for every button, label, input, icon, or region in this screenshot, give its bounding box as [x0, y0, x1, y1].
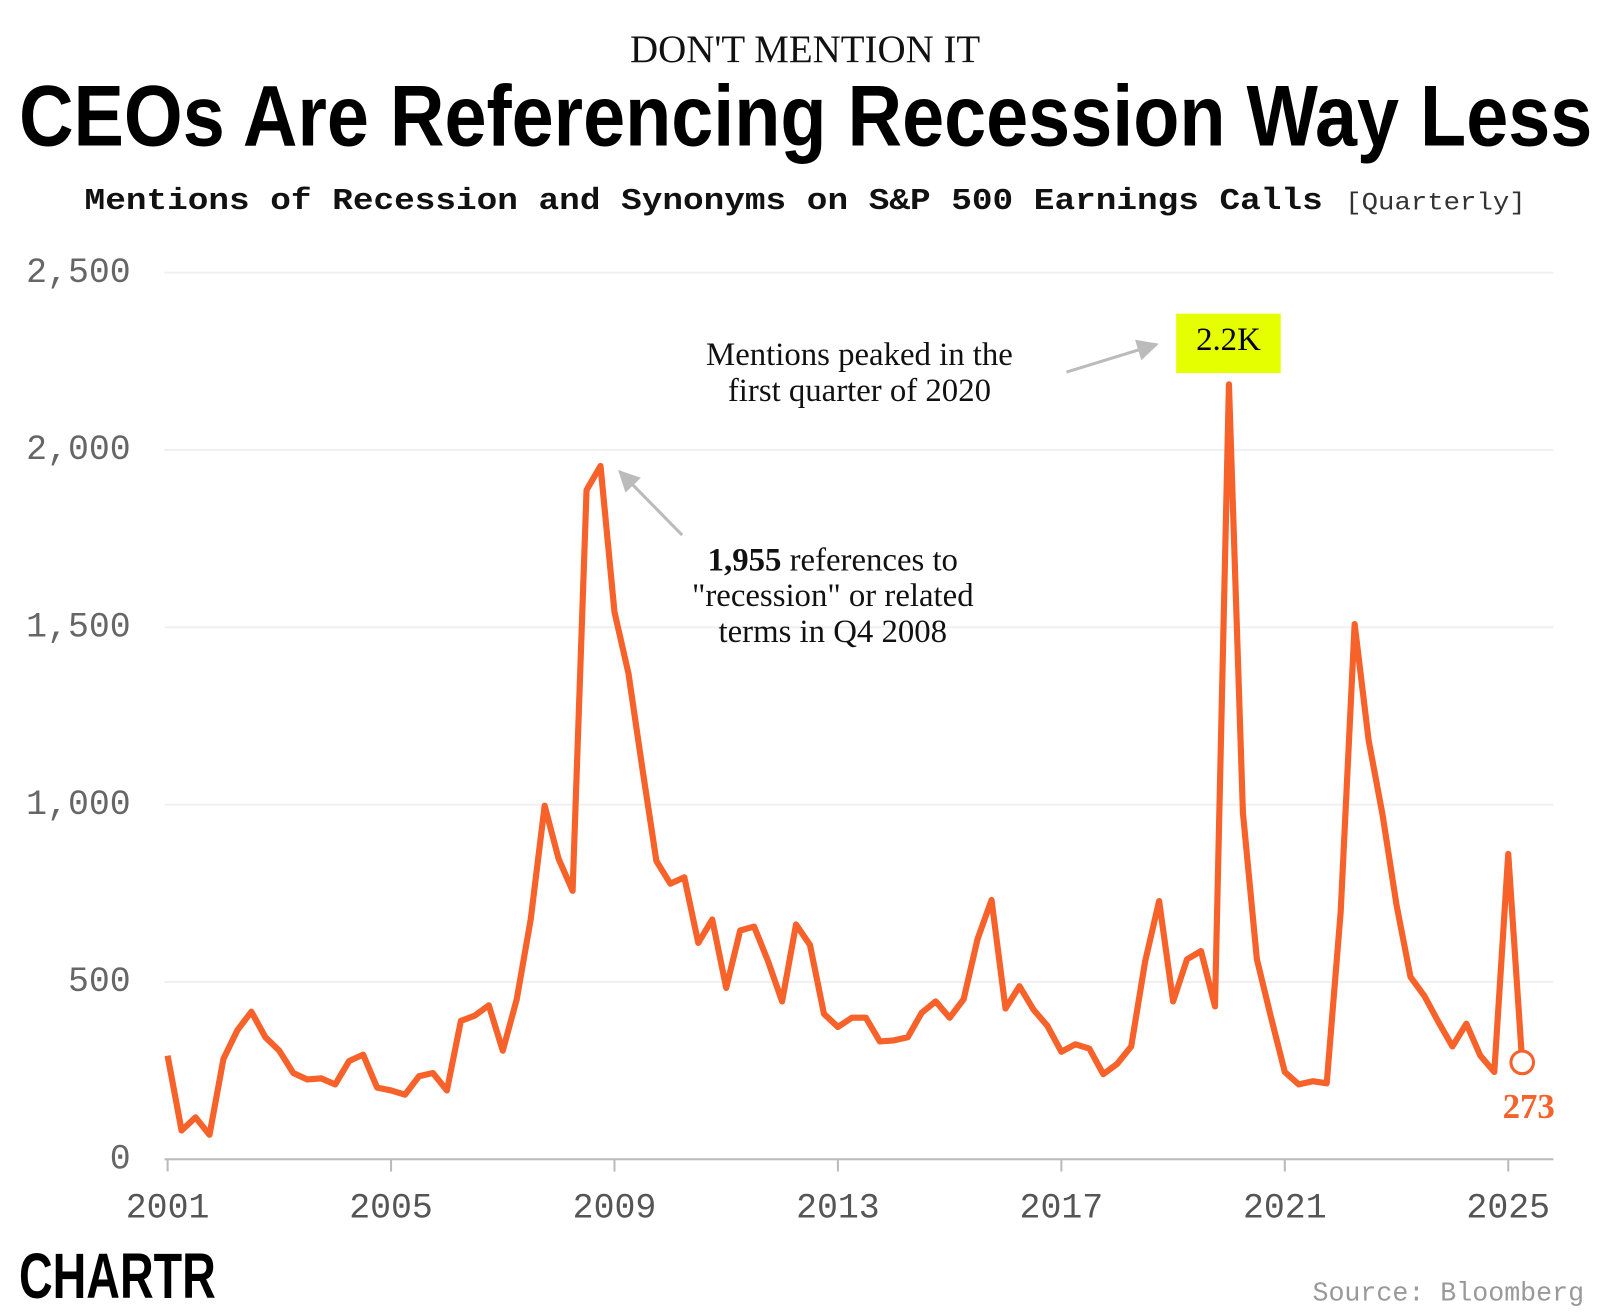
x-tick-label: 2005 [349, 1190, 433, 1229]
annotation: "recession" or related [692, 578, 974, 614]
peak-label: 2.2K [1196, 322, 1261, 358]
x-tick-label: 2009 [573, 1190, 657, 1229]
annotation-text: references to [781, 542, 958, 578]
y-tick-label: 0 [110, 1140, 131, 1179]
highlight-box [1176, 313, 1281, 374]
y-tick-label: 2,500 [26, 254, 131, 293]
annotation: 1,955 references to [708, 542, 958, 578]
annotation-arrow [618, 469, 684, 537]
kicker: DON'T MENTION IT [630, 28, 980, 71]
annotation-bold: 1,955 [708, 542, 782, 578]
y-tick-label: 2,000 [26, 431, 131, 470]
source: Source: Bloomberg [1312, 1279, 1584, 1309]
annotation: Mentions peaked in the [706, 337, 1013, 373]
x-tick-label: 2001 [126, 1190, 210, 1229]
chart-title: CEOs Are Referencing Recession Way Less [19, 69, 1592, 165]
x-tick-label: 2017 [1020, 1190, 1104, 1229]
y-tick-label: 1,000 [26, 786, 131, 825]
annotation-arrow [1066, 339, 1159, 374]
x-tick-label: 2025 [1466, 1190, 1550, 1229]
y-tick-label: 500 [68, 963, 131, 1002]
annotation: first quarter of 2020 [728, 373, 991, 409]
annotation: terms in Q4 2008 [719, 614, 948, 650]
last-value-label: 273 [1503, 1087, 1555, 1126]
logo: CHARTR [19, 1241, 216, 1312]
x-tick-label: 2021 [1243, 1190, 1327, 1229]
line [164, 381, 1526, 1138]
chart-subtitle: Mentions of Recession and Synonyms on S&… [85, 184, 1323, 219]
last-point [1509, 1049, 1536, 1076]
y-tick-label: 1,500 [26, 608, 131, 647]
subtitle-note: [Quarterly] [1345, 190, 1525, 217]
x-tick-label: 2013 [796, 1190, 880, 1229]
